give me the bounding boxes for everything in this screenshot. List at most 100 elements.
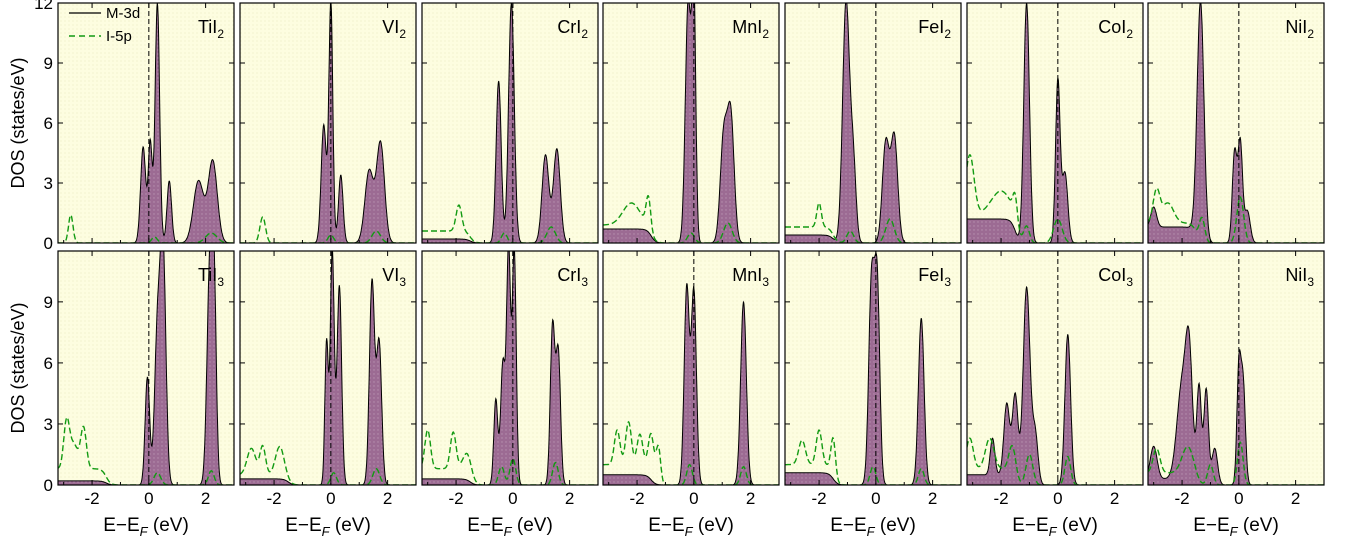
dos-panel: NiI2 — [1147, 2, 1325, 244]
dos-fill-d — [603, 283, 779, 485]
dos-panel: CrI2 — [421, 2, 599, 244]
dos-line-d — [240, 251, 416, 485]
dos-fill-d — [603, 3, 779, 243]
x-tick-label: 0 — [508, 489, 517, 508]
x-axis-label: E−EF (eV) — [1193, 515, 1279, 539]
axis-labels-layer: DOS (states/eV) DOS (states/eV) — [8, 57, 28, 433]
dos-fill-d — [1148, 325, 1324, 485]
panel-frame — [239, 250, 417, 486]
x-axis-label: E−EF (eV) — [648, 515, 734, 539]
dos-panel: FeI2 — [784, 2, 962, 244]
legend-label-p: I-5p — [106, 28, 132, 45]
legend: M-3d I-5p — [69, 5, 140, 45]
x-tick-label: 2 — [383, 489, 392, 508]
x-tick-label: -2 — [1175, 489, 1190, 508]
dos-line-d — [240, 3, 416, 243]
panel-frame — [57, 250, 235, 486]
x-tick-label: -2 — [630, 489, 645, 508]
y-axis-label-top: DOS (states/eV) — [8, 57, 28, 188]
panel-frame — [966, 250, 1144, 486]
x-tick-label: 0 — [689, 489, 698, 508]
dos-panel: MnI2 — [602, 2, 780, 244]
x-tick-label: 2 — [928, 489, 937, 508]
dos-line-p — [240, 216, 416, 243]
dos-line-p — [422, 204, 598, 243]
x-tick-label: -2 — [85, 489, 100, 508]
x-tick-label: 2 — [1291, 489, 1300, 508]
dos-fill-d — [58, 251, 234, 485]
y-axis-label-bottom: DOS (states/eV) — [8, 302, 28, 433]
x-tick-label: -2 — [994, 489, 1009, 508]
x-tick-label: 2 — [1110, 489, 1119, 508]
y-tick-label: 6 — [44, 114, 53, 133]
y-tick-label: 12 — [34, 0, 53, 13]
x-tick-label: 0 — [144, 489, 153, 508]
dos-line-p — [603, 420, 779, 485]
dos-line-p — [785, 429, 961, 485]
panel-frame — [1147, 250, 1325, 486]
dos-panel: VI2 — [239, 2, 417, 244]
dos-line-p — [967, 437, 1143, 485]
dos-line-d — [603, 283, 779, 485]
dos-line-p — [785, 202, 961, 243]
dos-line-d — [967, 3, 1143, 243]
dos-line-p — [422, 429, 598, 485]
dos-line-d — [422, 251, 598, 485]
x-axis-label: E−EF (eV) — [830, 515, 916, 539]
y-tick-label: 0 — [44, 476, 53, 495]
x-tick-label: -2 — [812, 489, 827, 508]
x-tick-label: 2 — [746, 489, 755, 508]
dos-line-p — [967, 153, 1143, 243]
dos-fill-d — [967, 287, 1143, 485]
panel-background — [785, 3, 961, 243]
panel-frame — [784, 250, 962, 486]
y-tick-label: 6 — [44, 354, 53, 373]
x-axis-label: E−EF (eV) — [285, 515, 371, 539]
y-tick-label: 0 — [44, 234, 53, 253]
legend-label-d: M-3d — [106, 5, 140, 22]
x-tick-label: -2 — [267, 489, 282, 508]
x-tick-label: 2 — [201, 489, 210, 508]
dos-fill-d — [785, 253, 961, 485]
dos-line-d — [1148, 325, 1324, 485]
dos-line-d — [603, 3, 779, 243]
x-tick-label: 0 — [1053, 489, 1062, 508]
dos-line-p — [58, 416, 234, 485]
x-axis-label: E−EF (eV) — [1012, 515, 1098, 539]
x-tick-label: 2 — [565, 489, 574, 508]
y-tick-label: 3 — [44, 174, 53, 193]
dos-fill-d — [422, 251, 598, 485]
dos-line-p — [603, 195, 779, 243]
panel-frame — [421, 250, 599, 486]
dos-line-p — [1148, 187, 1324, 243]
dos-line-d — [1148, 3, 1324, 243]
y-tick-label: 3 — [44, 415, 53, 434]
x-axis-label: E−EF (eV) — [103, 515, 189, 539]
dos-fill-d — [1148, 3, 1324, 243]
panel-frame — [602, 250, 780, 486]
x-tick-label: -2 — [449, 489, 464, 508]
dos-line-d — [58, 251, 234, 485]
x-tick-label: 0 — [326, 489, 335, 508]
x-axis-label: E−EF (eV) — [467, 515, 553, 539]
dos-line-d — [58, 3, 234, 243]
panel-background — [967, 251, 1143, 485]
dos-line-p — [1148, 441, 1324, 485]
dos-panel: CoI2 — [966, 2, 1144, 244]
y-tick-label: 9 — [44, 293, 53, 312]
x-tick-label: 0 — [871, 489, 880, 508]
y-tick-label: 9 — [44, 54, 53, 73]
dos-line-d — [967, 285, 1143, 485]
dos-fill-d — [422, 3, 598, 243]
x-tick-label: 0 — [1234, 489, 1243, 508]
dos-fill-d — [240, 3, 416, 243]
